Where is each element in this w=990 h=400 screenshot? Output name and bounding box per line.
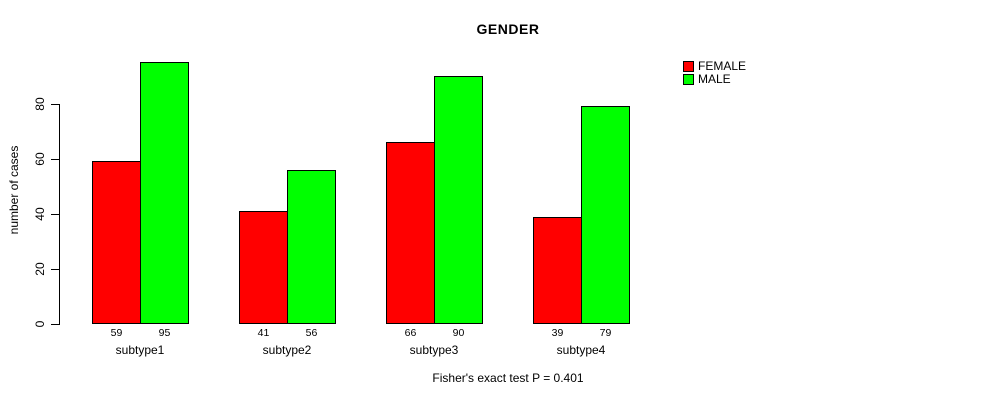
x-category-label: subtype2 [262,343,312,357]
y-tick-label: 40 [33,207,47,221]
bar-female-subtype1 [92,161,141,324]
y-tick [51,269,59,270]
bar-value-label: 90 [452,327,465,339]
y-tick-label: 20 [33,262,47,276]
bar-male-subtype3 [434,76,483,324]
y-axis-label: number of cases [7,145,21,235]
bar-female-subtype3 [386,142,435,324]
chart-title: GENDER [476,21,540,37]
bar-value-label: 41 [257,327,270,339]
bar-male-subtype4 [581,106,630,324]
bar-value-label: 95 [158,327,171,339]
bar-value-label: 39 [551,327,564,339]
bar-value-label: 59 [110,327,123,339]
legend-swatch-male [683,74,694,85]
bar-female-subtype4 [533,217,582,324]
y-tick [51,104,59,105]
y-tick-label: 80 [33,97,47,111]
y-tick-label: 0 [33,320,47,328]
footer-annotation: Fisher's exact test P = 0.401 [432,371,584,385]
legend-label: FEMALE [698,59,747,73]
y-tick [51,324,59,325]
bar-female-subtype2 [239,211,288,324]
legend-item-female: FEMALE [683,60,746,73]
x-category-label: subtype1 [115,343,165,357]
y-tick [51,214,59,215]
legend: FEMALE MALE [683,60,746,86]
bar-value-label: 56 [305,327,318,339]
y-axis-line [59,104,60,325]
bar-male-subtype2 [287,170,336,324]
x-category-label: subtype3 [409,343,459,357]
legend-label: MALE [698,72,731,86]
y-tick-label: 60 [33,152,47,166]
y-tick [51,159,59,160]
x-category-label: subtype4 [556,343,606,357]
bar-value-label: 66 [404,327,417,339]
legend-swatch-female [683,61,694,72]
legend-item-male: MALE [683,73,746,86]
bar-value-label: 79 [599,327,612,339]
bar-male-subtype1 [140,62,189,324]
